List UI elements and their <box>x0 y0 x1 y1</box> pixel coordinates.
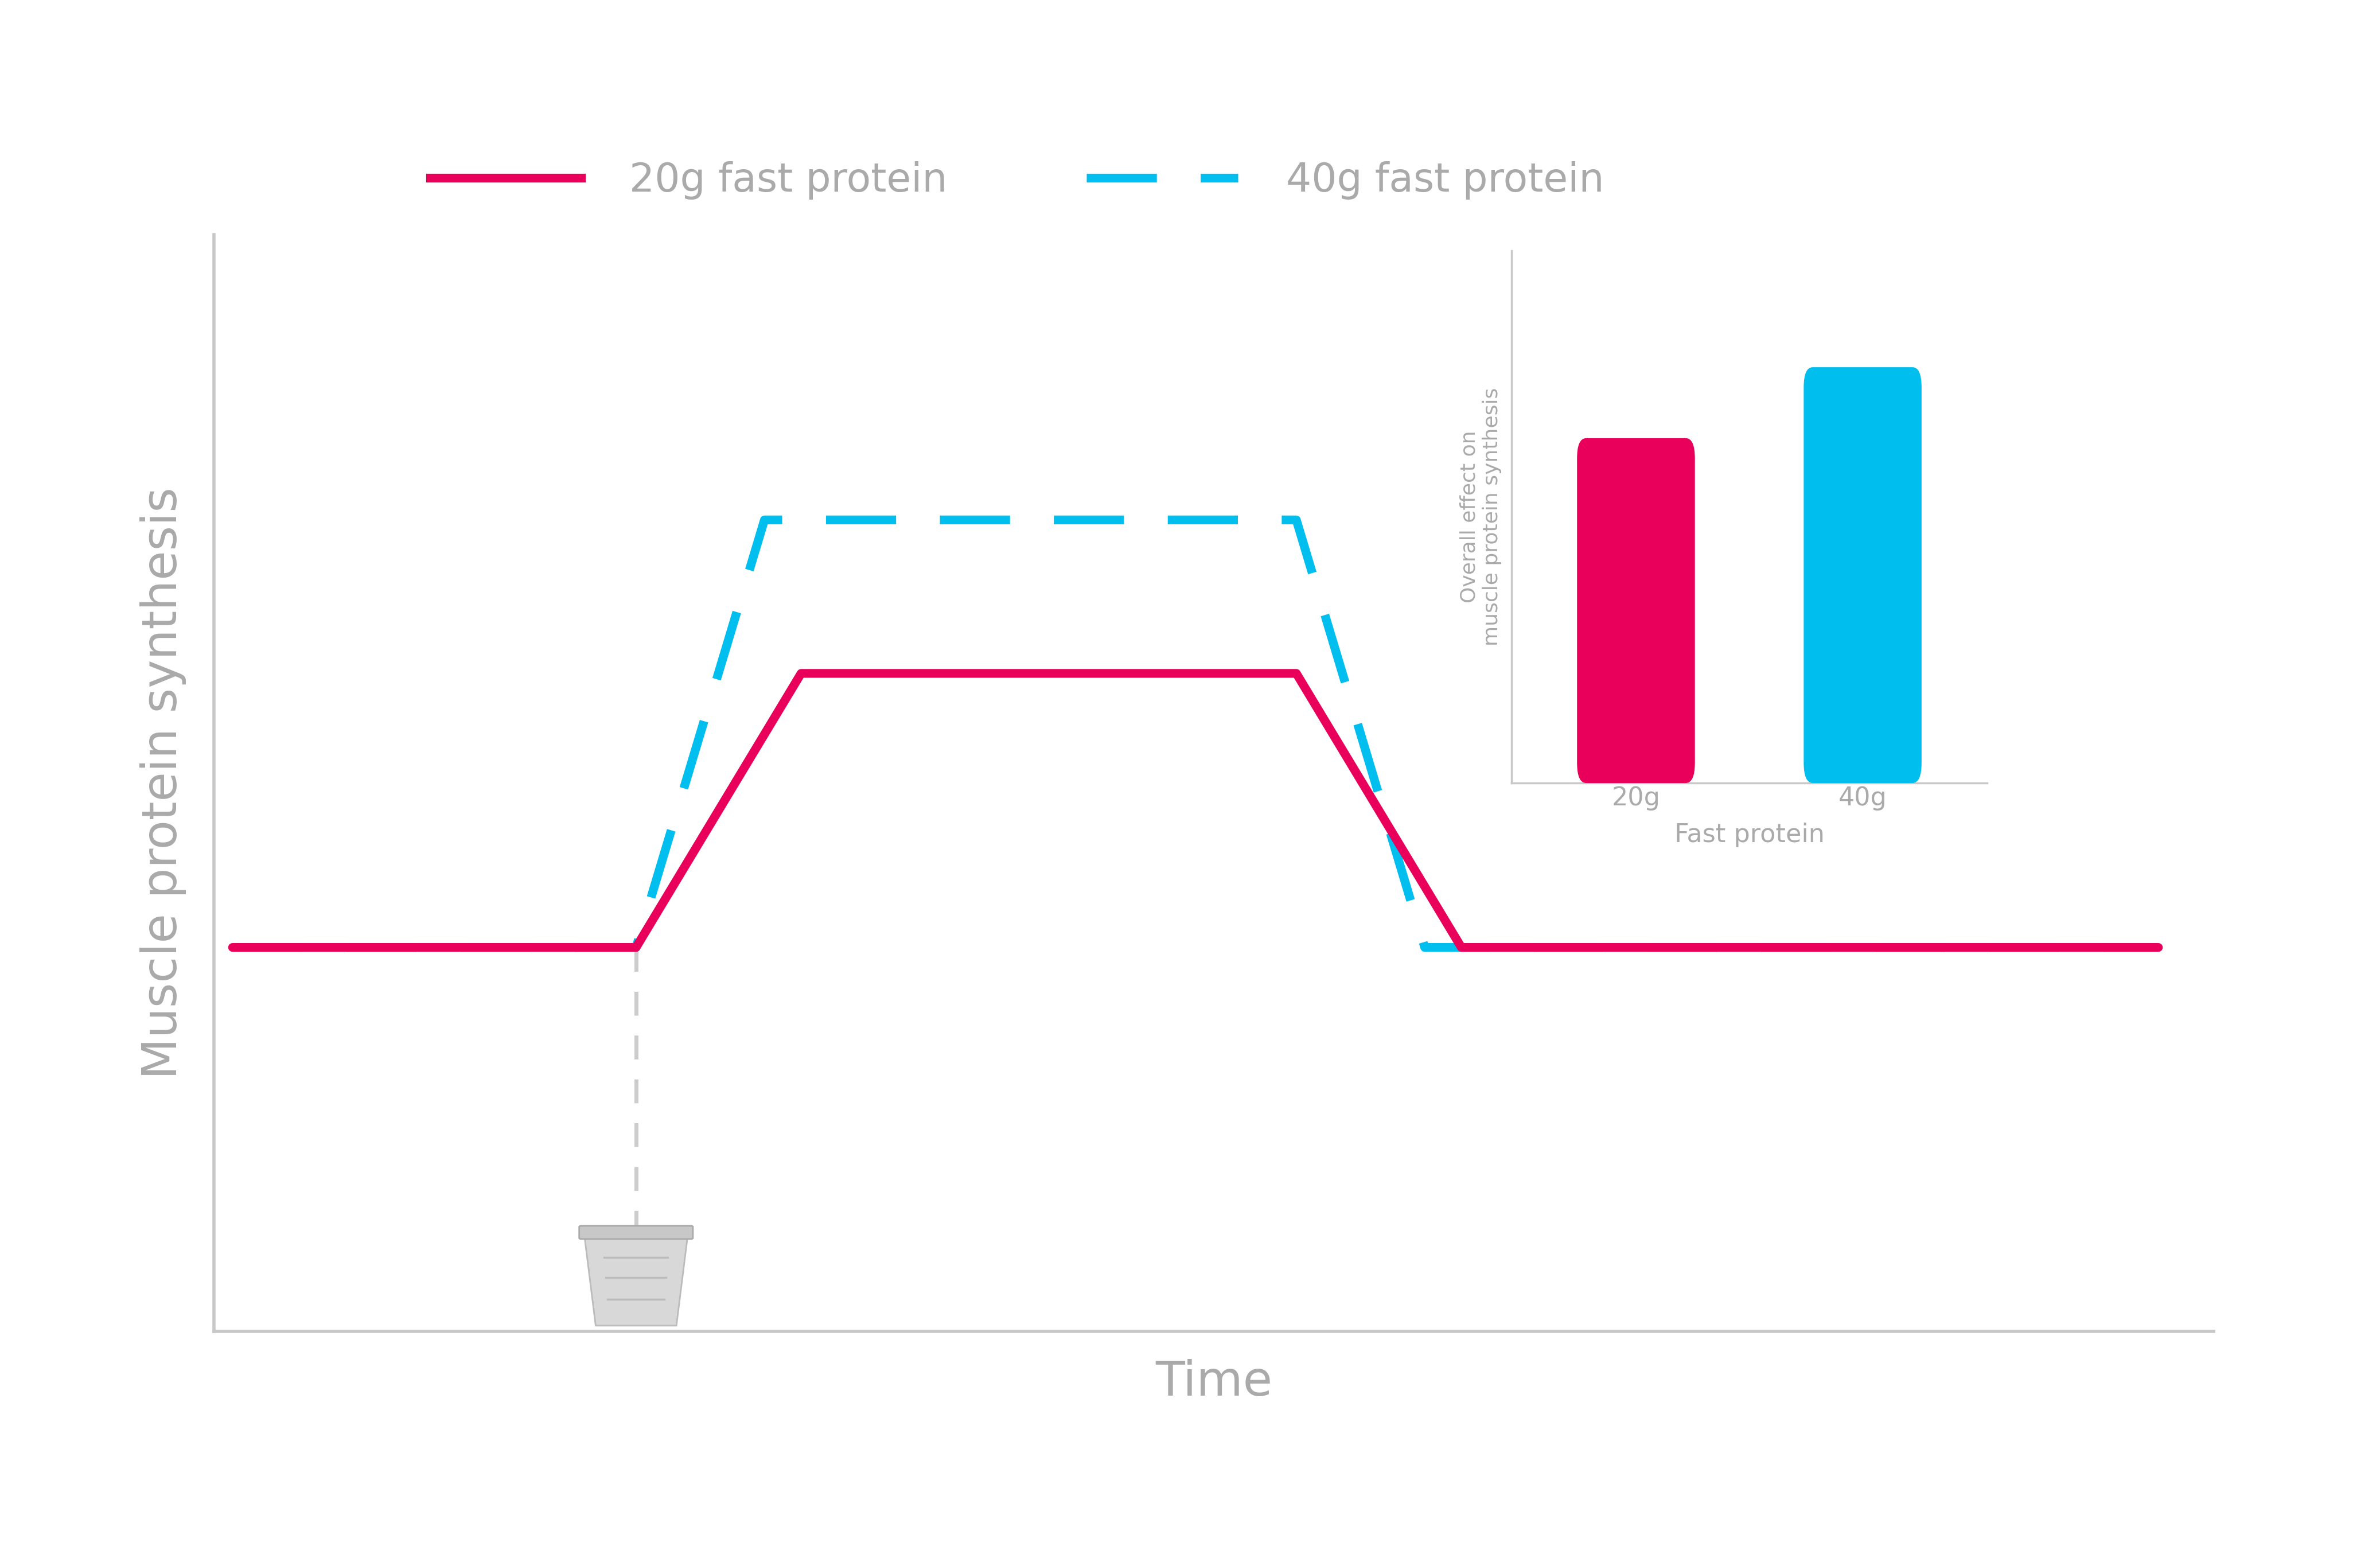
Y-axis label: Overall effect on
muscle protein synthesis: Overall effect on muscle protein synthes… <box>1459 388 1502 645</box>
FancyBboxPatch shape <box>578 1226 693 1239</box>
X-axis label: Fast protein: Fast protein <box>1673 822 1825 847</box>
Polygon shape <box>585 1237 688 1325</box>
Y-axis label: Muscle protein synthesis: Muscle protein synthesis <box>140 487 186 1079</box>
X-axis label: Time: Time <box>1154 1359 1273 1405</box>
FancyBboxPatch shape <box>1804 366 1921 783</box>
FancyBboxPatch shape <box>1578 438 1695 783</box>
Legend: 20g fast protein, 40g fast protein: 20g fast protein, 40g fast protein <box>414 146 1621 216</box>
